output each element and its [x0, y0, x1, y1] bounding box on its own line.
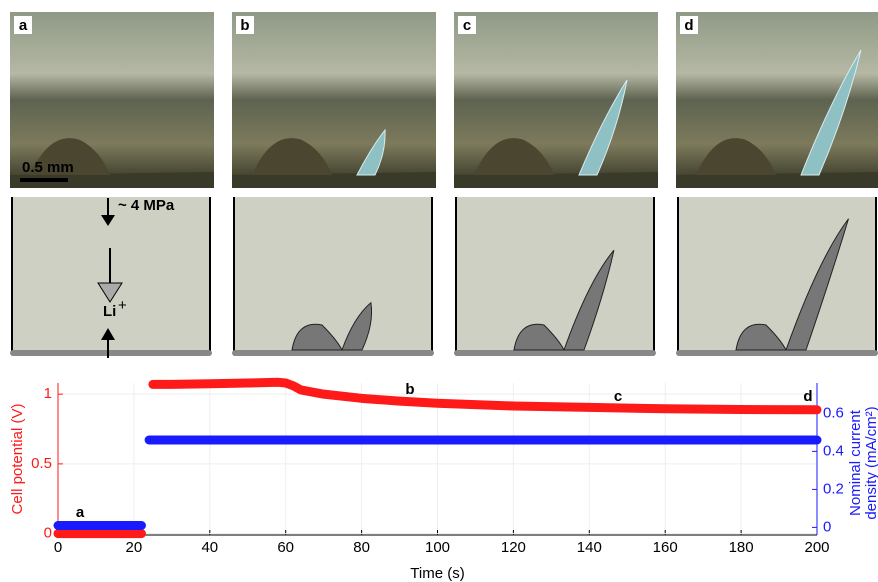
y2-tick-label: 0.6: [823, 404, 844, 421]
electrode: [454, 350, 656, 356]
y2-tick-label: 0.2: [823, 480, 844, 497]
annotation: d: [803, 388, 812, 405]
y-axis-label: Cell potential (V): [9, 404, 26, 515]
panel-label: b: [240, 17, 249, 34]
panel-label: c: [463, 17, 471, 34]
electrode: [10, 350, 212, 356]
electrode: [676, 350, 878, 356]
x-axis-label: Time (s): [410, 565, 464, 582]
panel-label: a: [19, 17, 28, 34]
pressure-label: ~ 4 MPa: [118, 197, 175, 214]
y-tick-label: 0.5: [31, 455, 52, 472]
y2-axis-label: Nominal current: [847, 409, 864, 516]
scale-bar-label: 0.5 mm: [22, 159, 74, 176]
x-tick-label: 100: [425, 539, 450, 556]
x-tick-label: 200: [804, 539, 829, 556]
panel-label: d: [684, 17, 693, 34]
annotation: a: [76, 504, 85, 521]
x-tick-label: 160: [653, 539, 678, 556]
x-tick-label: 140: [577, 539, 602, 556]
y-tick-label: 0: [44, 525, 52, 542]
scale-bar: [20, 178, 68, 182]
x-tick-label: 0: [54, 539, 62, 556]
y2-tick-label: 0.4: [823, 442, 844, 459]
x-tick-label: 20: [126, 539, 143, 556]
y-tick-label: 1: [44, 385, 52, 402]
x-tick-label: 80: [353, 539, 370, 556]
figure: abcd0.5 mm~ 4 MPaLi+02040608010012014016…: [0, 0, 878, 582]
schematic-cell: [678, 197, 876, 352]
y2-tick-label: 0: [823, 518, 831, 535]
ion-charge: +: [118, 297, 127, 314]
x-tick-label: 120: [501, 539, 526, 556]
schematic-cell: [456, 197, 654, 352]
schematic-cell: [234, 197, 432, 352]
annotation: b: [405, 381, 414, 398]
y2-axis-label: density (mA/cm²): [863, 406, 878, 519]
x-tick-label: 40: [201, 539, 218, 556]
electrode: [232, 350, 434, 356]
ion-label: Li: [103, 303, 116, 320]
x-tick-label: 60: [277, 539, 294, 556]
x-tick-label: 180: [729, 539, 754, 556]
annotation: c: [614, 388, 622, 405]
